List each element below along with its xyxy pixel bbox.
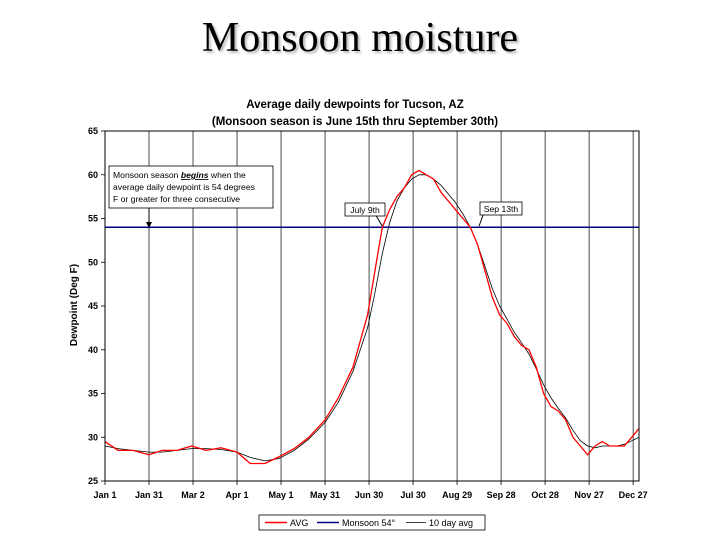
- x-tick-label: Oct 28: [531, 490, 559, 500]
- note-line-2: average daily dewpoint is 54 degrees: [113, 182, 255, 192]
- x-tick-label: Mar 2: [181, 490, 205, 500]
- legend-label-10day: 10 day avg: [429, 518, 473, 528]
- series-line-avg: [104, 169, 640, 465]
- y-tick-label: 60: [88, 170, 98, 180]
- start-label-box: [344, 202, 386, 217]
- x-tick-label: Jul 30: [400, 490, 426, 500]
- y-tick-label: 40: [88, 345, 98, 355]
- x-tick-label: Sep 28: [487, 490, 516, 500]
- y-tick-label: 50: [88, 257, 98, 267]
- chart-subtitle: (Monsoon season is June 15th thru Septem…: [212, 116, 498, 128]
- start-arrow: [375, 215, 383, 227]
- start-label: July 9th: [350, 205, 380, 215]
- x-tick-label: Aug 29: [442, 490, 472, 500]
- y-axis-ticks: 25 30 35 40 45 50 55 60 65: [88, 126, 105, 486]
- series-lines: [104, 169, 640, 465]
- y-tick-label: 30: [88, 432, 98, 442]
- monsoon-begin-note: Monsoon season begins when the average d…: [108, 165, 274, 228]
- x-axis-ticks: Jan 1 Jan 31 Mar 2 Apr 1 May 1 May 31 Jun 30 Ju…: [93, 481, 648, 500]
- legend-label-avg: AVG: [290, 518, 308, 528]
- end-arrow: [478, 214, 484, 227]
- note-line-3: F or greater for three consecutive: [113, 194, 240, 204]
- x-tick-label: Dec 27: [619, 490, 648, 500]
- note-box: [108, 165, 274, 209]
- x-tick-label: Jan 31: [135, 490, 163, 500]
- end-label-box: [479, 201, 523, 216]
- plot-area-border: [104, 130, 640, 482]
- y-tick-label: 25: [88, 476, 98, 486]
- monsoon-end-marker: Sep 13th: [478, 201, 523, 227]
- series-line-10-day-avg: [104, 174, 640, 462]
- y-tick-label: 55: [88, 214, 98, 224]
- y-axis-label: Dewpoint (Deg F): [69, 264, 80, 346]
- monsoon-start-marker: July 9th: [344, 202, 386, 227]
- chart-legend: AVG Monsoon 54° 10 day avg: [258, 514, 486, 531]
- x-tick-label: Nov 27: [574, 490, 604, 500]
- x-tick-label: May 1: [269, 490, 294, 500]
- chart-title: Average daily dewpoints for Tucson, AZ: [246, 99, 463, 111]
- end-label: Sep 13th: [484, 204, 519, 214]
- legend-label-monsoon: Monsoon 54°: [342, 518, 396, 528]
- y-tick-label: 35: [88, 389, 98, 399]
- x-tick-label: Apr 1: [226, 490, 249, 500]
- x-tick-label: Jan 1: [93, 490, 116, 500]
- slide-title: Monsoon moisture: [201, 15, 519, 61]
- x-tick-label: May 31: [310, 490, 340, 500]
- note-line-1: Monsoon season begins when the: [113, 170, 246, 180]
- x-tick-label: Jun 30: [355, 490, 384, 500]
- legend-box: [258, 514, 486, 531]
- y-tick-label: 45: [88, 301, 98, 311]
- note-arrowhead: [146, 222, 153, 228]
- y-tick-label: 65: [88, 126, 98, 136]
